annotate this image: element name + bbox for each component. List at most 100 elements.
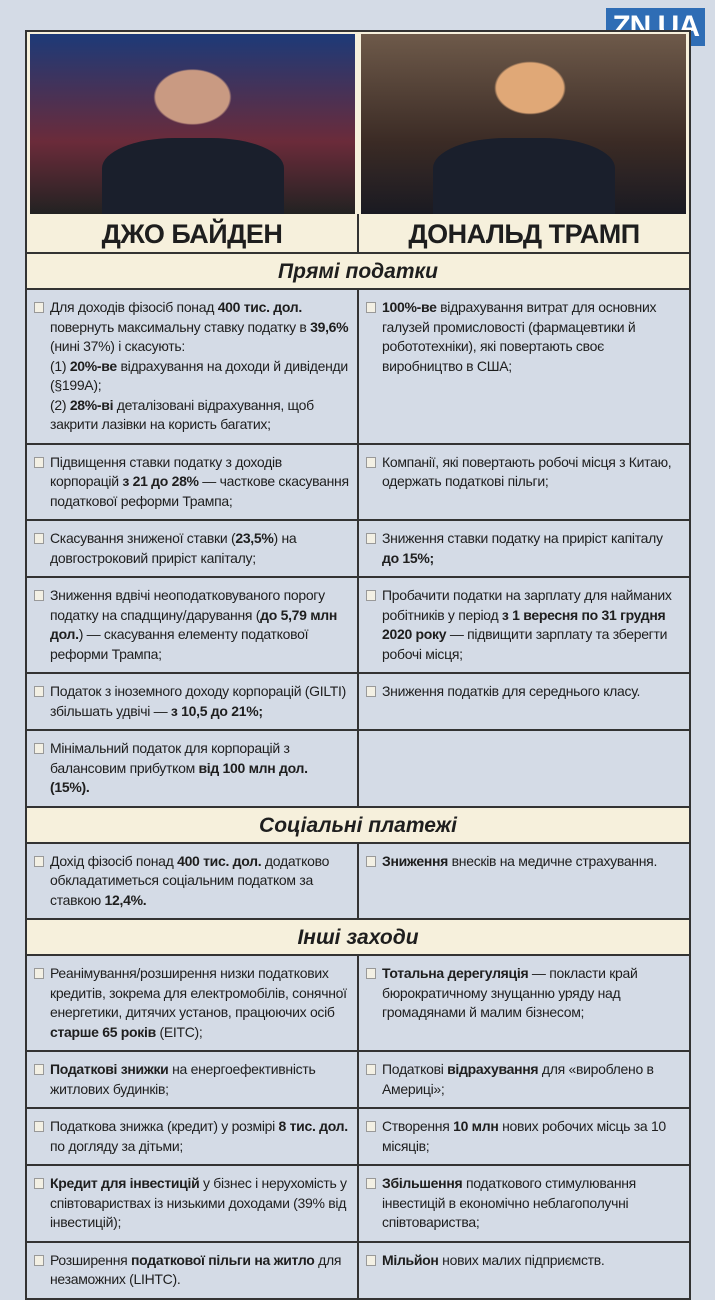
bold-text: 23,5% xyxy=(235,530,274,546)
checkbox-bullet-icon xyxy=(34,1178,44,1189)
text: по догляду за дітьми; xyxy=(50,1137,183,1154)
trump-proposal: Створення 10 млн нових робочих місць за … xyxy=(357,1109,689,1164)
table-row: Скасування зниженої ставки (23,5%) на до… xyxy=(27,521,689,578)
checkbox-bullet-icon xyxy=(366,1064,376,1075)
bold-text: з 1 вересня по 31 грудня 2020 року xyxy=(382,606,666,643)
checkbox-bullet-icon xyxy=(366,686,376,697)
text: Податкова знижка (кредит) у розмірі xyxy=(50,1118,279,1134)
checkbox-bullet-icon xyxy=(34,533,44,544)
biden-proposal: Дохід фізосіб понад 400 тис. дол. додатк… xyxy=(27,844,357,919)
bold-text: 10 млн xyxy=(453,1118,499,1134)
checkbox-bullet-icon xyxy=(366,533,376,544)
biden-proposal: Податок з іноземного доходу корпорацій (… xyxy=(27,674,357,729)
text: відрахування на доходи й дивіденди (§199… xyxy=(50,357,348,413)
table-row: Підвищення ставки податку з доходів корп… xyxy=(27,444,689,521)
trump-proposal: Зниження ставки податку на приріст капіт… xyxy=(357,521,689,576)
text: Для доходів фізосіб понад xyxy=(50,299,218,315)
checkbox-bullet-icon xyxy=(34,456,44,468)
comparison-table: ДЖО БАЙДЕН ДОНАЛЬД ТРАМП Прямі податки Дл… xyxy=(25,30,691,1300)
bold-text: до 15%; xyxy=(382,549,434,566)
bold-text: Кредит для інвестицій xyxy=(50,1175,200,1191)
biden-proposal: Для доходів фізосіб понад 400 тис. дол. … xyxy=(27,290,357,443)
trump-proposal: Компанії, які повертають робочі місця з … xyxy=(357,444,689,519)
checkbox-bullet-icon xyxy=(34,1064,44,1075)
table-row: Для доходів фізосіб понад 400 тис. дол. … xyxy=(27,290,689,445)
biden-photo xyxy=(30,34,355,214)
biden-proposal: Розширення податкової пільги на житло дл… xyxy=(27,1243,357,1298)
text: Підвищення ставки податку з доходів корп… xyxy=(50,453,282,490)
trump-proposal xyxy=(357,731,689,806)
biden-proposal: Скасування зниженої ставки (23,5%) на до… xyxy=(27,521,357,576)
text: Скасування зниженої ставки ( xyxy=(50,530,236,546)
text: Дохід фізосіб понад xyxy=(50,852,178,869)
text: — часткове скасування податкової реформи… xyxy=(50,473,349,509)
bold-text: Тотальна дерегуляція xyxy=(382,965,529,981)
bold-text: з 10,5 до 21%; xyxy=(170,702,263,719)
section-header: Соціальні платежі xyxy=(27,807,689,844)
trump-proposal: Зниження податків для середнього класу. xyxy=(357,674,689,729)
text: внесків на медичне страхування. xyxy=(448,852,658,869)
bold-text: 400 тис. дол. xyxy=(217,299,303,315)
bold-text: 28%-ві xyxy=(69,396,114,413)
table-row: Податок з іноземного доходу корпорацій (… xyxy=(27,674,689,731)
checkbox-bullet-icon xyxy=(34,968,44,979)
checkbox-bullet-icon xyxy=(366,1178,376,1189)
checkbox-bullet-icon xyxy=(366,1254,376,1266)
text: Пробачити податки на зарплату для найман… xyxy=(382,587,672,623)
bold-text: 12,4%. xyxy=(104,891,147,908)
photos-row xyxy=(27,32,689,214)
text: Зниження податків для середнього класу. xyxy=(382,683,641,699)
bold-text: 20%-ве xyxy=(69,357,117,374)
trump-photo xyxy=(361,34,686,214)
text: — підвищити зарплату та зберегти робочі … xyxy=(382,626,668,662)
text: відрахування витрат для основних галузей… xyxy=(382,299,657,374)
bold-text: Податкові знижки xyxy=(50,1061,169,1077)
trump-proposal: Пробачити податки на зарплату для найман… xyxy=(357,578,689,672)
biden-proposal: Податкові знижки на енергоефективність ж… xyxy=(27,1052,357,1107)
text: ) — скасування елементу податкової рефор… xyxy=(50,626,309,662)
bold-text: старше 65 років xyxy=(50,1023,156,1040)
text: Мінімальний податок для корпорацій з бал… xyxy=(50,740,290,776)
checkbox-bullet-icon xyxy=(34,686,44,697)
text: Компанії, які повертають робочі місця з … xyxy=(382,453,672,490)
biden-proposal: Податкова знижка (кредит) у розмірі 8 ти… xyxy=(27,1109,357,1164)
text: Створення xyxy=(382,1118,454,1134)
bold-text: від 100 млн дол. (15%). xyxy=(50,759,308,796)
table-row: Мінімальний податок для корпорацій з бал… xyxy=(27,731,689,808)
candidate-name-biden: ДЖО БАЙДЕН xyxy=(101,219,283,249)
bold-text: відрахування xyxy=(447,1061,539,1077)
section-header: Прямі податки xyxy=(27,254,689,290)
text: Розширення xyxy=(50,1251,132,1268)
text: Зниження вдвічі неоподатковуваного порог… xyxy=(50,587,325,623)
bold-text: 8 тис. дол. xyxy=(278,1118,349,1134)
bold-text: Мільйон xyxy=(382,1251,439,1268)
text: Зниження ставки податку на приріст капіт… xyxy=(382,530,663,546)
checkbox-bullet-icon xyxy=(366,855,376,867)
candidate-name-trump: ДОНАЛЬД ТРАМП xyxy=(357,214,689,252)
bold-text: з 21 до 28% xyxy=(122,473,199,489)
table-row: Розширення податкової пільги на житло дл… xyxy=(27,1242,689,1298)
bold-text: податкової пільги на житло xyxy=(131,1251,315,1268)
text: ) на довгостроковий приріст капіталу; xyxy=(50,530,297,566)
bold-text: Зниження xyxy=(382,852,449,869)
text: для «вироблено в Америці»; xyxy=(382,1061,654,1097)
bold-text: 100%-ве xyxy=(382,299,437,315)
trump-proposal: Податкові відрахування для «вироблено в … xyxy=(357,1052,689,1107)
checkbox-bullet-icon xyxy=(34,855,44,867)
checkbox-bullet-icon xyxy=(34,302,44,313)
text: — покласти край бюрократичному знущанню … xyxy=(382,965,638,1020)
checkbox-bullet-icon xyxy=(34,1121,44,1132)
checkbox-bullet-icon xyxy=(34,590,44,601)
text: (EITC); xyxy=(155,1023,203,1040)
checkbox-bullet-icon xyxy=(366,302,376,313)
names-row: ДЖО БАЙДЕН ДОНАЛЬД ТРАМП xyxy=(27,214,689,254)
text: повернуть максимальну ставку податку в xyxy=(50,318,311,335)
text: Реанімування/розширення низки податкових… xyxy=(50,965,347,1020)
trump-proposal: Тотальна дерегуляція — покласти край бюр… xyxy=(357,956,689,1050)
table-row: Податкова знижка (кредит) у розмірі 8 ти… xyxy=(27,1109,689,1166)
biden-proposal: Кредит для інвестицій у бізнес і нерухом… xyxy=(27,1166,357,1241)
biden-proposal: Зниження вдвічі неоподатковуваного порог… xyxy=(27,578,357,672)
text: деталізовані відрахування, щоб закрити л… xyxy=(50,396,314,433)
table-row: Кредит для інвестицій у бізнес і нерухом… xyxy=(27,1166,689,1243)
table-row: Зниження вдвічі неоподатковуваного порог… xyxy=(27,578,689,674)
